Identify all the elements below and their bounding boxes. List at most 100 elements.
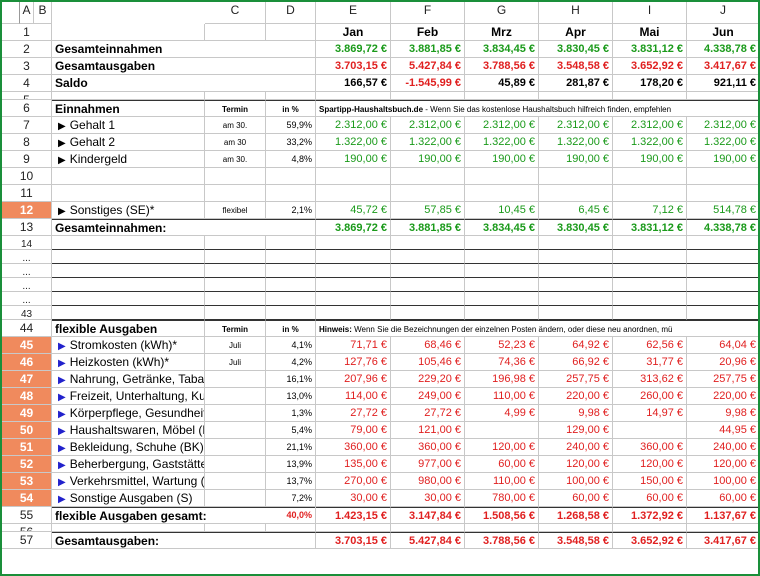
value-cell[interactable]: 1.137,67 €: [687, 507, 758, 524]
percent-cell[interactable]: 4,2%: [266, 354, 316, 371]
row-number[interactable]: 56: [2, 524, 52, 532]
value-cell[interactable]: 27,72 €: [316, 405, 391, 422]
value-cell[interactable]: 190,00 €: [613, 151, 687, 168]
value-cell[interactable]: 178,20 €: [613, 75, 687, 92]
row-number[interactable]: 13: [2, 219, 52, 236]
cell-empty[interactable]: [266, 24, 316, 41]
value-cell[interactable]: 135,00 €: [316, 456, 391, 473]
value-cell[interactable]: 281,87 €: [539, 75, 613, 92]
value-cell[interactable]: 4.338,78 €: [687, 219, 758, 236]
percent-cell[interactable]: 21,1%: [266, 439, 316, 456]
column-header-i[interactable]: I: [613, 2, 687, 24]
value-cell[interactable]: 60,00 €: [465, 456, 539, 473]
item-label[interactable]: ▶ Sonstige Ausgaben (S): [20, 490, 205, 507]
cell-empty[interactable]: [613, 92, 687, 100]
value-cell[interactable]: 3.831,12 €: [613, 219, 687, 236]
month-header[interactable]: Apr: [539, 24, 613, 41]
total-label[interactable]: Gesamteinnahmen:: [52, 219, 316, 236]
value-cell[interactable]: 514,78 €: [687, 202, 758, 219]
column-header-j[interactable]: J: [687, 2, 758, 24]
cell-empty[interactable]: [687, 92, 758, 100]
termin-cell[interactable]: am 30.: [205, 117, 266, 134]
cell-empty[interactable]: [52, 24, 205, 41]
cell-empty[interactable]: [266, 306, 316, 320]
value-cell[interactable]: 207,96 €: [316, 371, 391, 388]
item-label[interactable]: ▶Haushaltswaren, Möbel (HW): [20, 422, 205, 439]
value-cell[interactable]: 3.703,15 €: [316, 532, 391, 549]
cell-empty[interactable]: [539, 92, 613, 100]
value-cell[interactable]: 249,00 €: [391, 388, 465, 405]
cell-empty[interactable]: [266, 264, 316, 278]
item-label[interactable]: ▶Körperpflege, Gesundheit (KP): [20, 405, 205, 422]
cell-empty[interactable]: [316, 185, 391, 202]
cell-empty[interactable]: [465, 278, 539, 292]
cell-empty[interactable]: [539, 306, 613, 320]
cell-empty[interactable]: [316, 306, 391, 320]
cell-empty[interactable]: [205, 292, 266, 306]
value-cell[interactable]: 980,00 €: [391, 473, 465, 490]
cell-empty[interactable]: [205, 24, 266, 41]
section-title[interactable]: flexible Ausgaben: [52, 320, 205, 337]
value-cell[interactable]: 1.322,00 €: [391, 134, 465, 151]
percent-cell[interactable]: 13,9%: [266, 456, 316, 473]
percent-cell[interactable]: 4,1%: [266, 337, 316, 354]
value-cell[interactable]: 190,00 €: [391, 151, 465, 168]
cell-empty[interactable]: [266, 185, 316, 202]
value-cell[interactable]: 3.830,45 €: [539, 219, 613, 236]
value-cell[interactable]: 120,00 €: [687, 456, 758, 473]
value-cell[interactable]: 1.423,15 €: [316, 507, 391, 524]
cell-empty[interactable]: [52, 236, 205, 250]
column-header-e[interactable]: E: [316, 2, 391, 24]
cell-empty[interactable]: [52, 278, 205, 292]
percent-cell[interactable]: 4,8%: [266, 151, 316, 168]
value-cell[interactable]: 190,00 €: [539, 151, 613, 168]
value-cell[interactable]: 27,72 €: [391, 405, 465, 422]
value-cell[interactable]: 3.417,67 €: [687, 532, 758, 549]
value-cell[interactable]: 1.372,92 €: [613, 507, 687, 524]
value-cell[interactable]: 71,71 €: [316, 337, 391, 354]
expand-triangle-icon[interactable]: ▶: [58, 426, 66, 437]
value-cell[interactable]: 129,00 €: [539, 422, 613, 439]
termin-cell[interactable]: [205, 456, 266, 473]
cell-empty[interactable]: [465, 264, 539, 278]
expand-triangle-icon[interactable]: ▶: [58, 460, 66, 471]
summary-label[interactable]: Saldo: [52, 75, 316, 92]
value-cell[interactable]: 3.703,15 €: [316, 58, 391, 75]
cell-empty[interactable]: [613, 185, 687, 202]
row-number[interactable]: 6: [2, 100, 52, 117]
cell-empty[interactable]: [465, 292, 539, 306]
cell-empty[interactable]: [465, 236, 539, 250]
cell-empty[interactable]: [316, 264, 391, 278]
cell-empty[interactable]: [266, 278, 316, 292]
cell-empty[interactable]: [539, 524, 613, 532]
cell-empty[interactable]: [391, 236, 465, 250]
cell-empty[interactable]: [613, 250, 687, 264]
value-cell[interactable]: 120,00 €: [539, 456, 613, 473]
cell-empty[interactable]: [539, 168, 613, 185]
cell-empty[interactable]: [205, 92, 266, 100]
termin-cell[interactable]: am 30.: [205, 151, 266, 168]
row-number[interactable]: 4: [2, 75, 52, 92]
cell-empty[interactable]: [391, 264, 465, 278]
cell-empty[interactable]: [687, 236, 758, 250]
cell-empty[interactable]: [205, 236, 266, 250]
value-cell[interactable]: 3.652,92 €: [613, 532, 687, 549]
value-cell[interactable]: -1.545,99 €: [391, 75, 465, 92]
row-number[interactable]: 44: [2, 320, 52, 337]
value-cell[interactable]: 1.322,00 €: [465, 134, 539, 151]
cell-empty[interactable]: [316, 250, 391, 264]
cell-empty[interactable]: [205, 278, 266, 292]
cell-empty[interactable]: [316, 92, 391, 100]
cell-empty[interactable]: [391, 185, 465, 202]
value-cell[interactable]: 4.338,78 €: [687, 41, 758, 58]
item-label[interactable]: ▶Freizeit, Unterhaltung, Kultur (U: [20, 388, 205, 405]
expand-triangle-icon[interactable]: ▶: [58, 155, 66, 166]
value-cell[interactable]: 60,00 €: [687, 490, 758, 507]
percent-cell[interactable]: 16,1%: [266, 371, 316, 388]
value-cell[interactable]: 3.834,45 €: [465, 41, 539, 58]
cell-empty[interactable]: [266, 250, 316, 264]
item-label[interactable]: ▶Beherbergung, Gaststätten (BG): [20, 456, 205, 473]
value-cell[interactable]: 45,89 €: [465, 75, 539, 92]
value-cell[interactable]: 3.417,67 €: [687, 58, 758, 75]
cell-empty[interactable]: [391, 250, 465, 264]
